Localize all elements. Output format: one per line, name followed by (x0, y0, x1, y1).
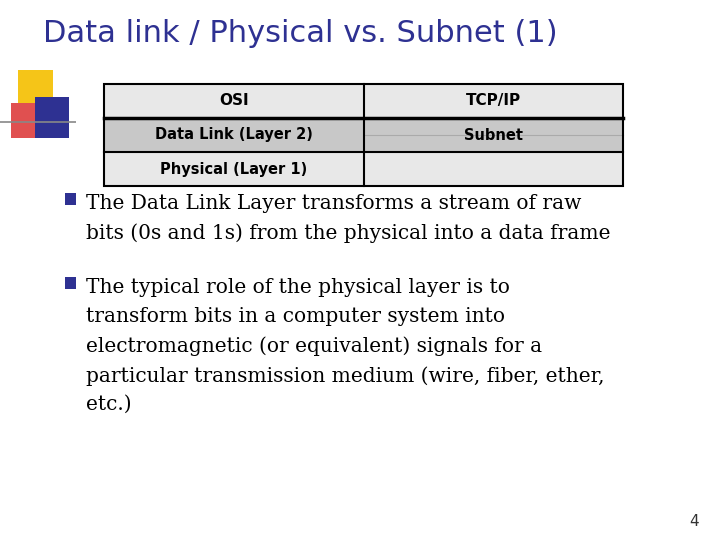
Bar (65, 193, 76, 205)
Text: Subnet: Subnet (464, 127, 523, 143)
Bar (104, 84, 623, 118)
Bar (104, 152, 623, 186)
Bar (65, 277, 76, 289)
Text: The typical role of the physical layer is to
transform bits in a computer system: The typical role of the physical layer i… (86, 278, 605, 414)
Text: OSI: OSI (219, 93, 249, 109)
Bar (18, 70, 53, 111)
Bar (11, 103, 45, 138)
Bar (35, 97, 69, 138)
Text: Physical (Layer 1): Physical (Layer 1) (161, 161, 307, 177)
Text: Data link / Physical vs. Subnet (1): Data link / Physical vs. Subnet (1) (43, 19, 558, 48)
Text: The Data Link Layer transforms a stream of raw
bits (0s and 1s) from the physica: The Data Link Layer transforms a stream … (86, 194, 611, 243)
Bar (104, 118, 623, 152)
Text: TCP/IP: TCP/IP (466, 93, 521, 109)
Text: 4: 4 (689, 514, 698, 529)
Text: Data Link (Layer 2): Data Link (Layer 2) (155, 127, 313, 143)
Bar (104, 84, 623, 186)
